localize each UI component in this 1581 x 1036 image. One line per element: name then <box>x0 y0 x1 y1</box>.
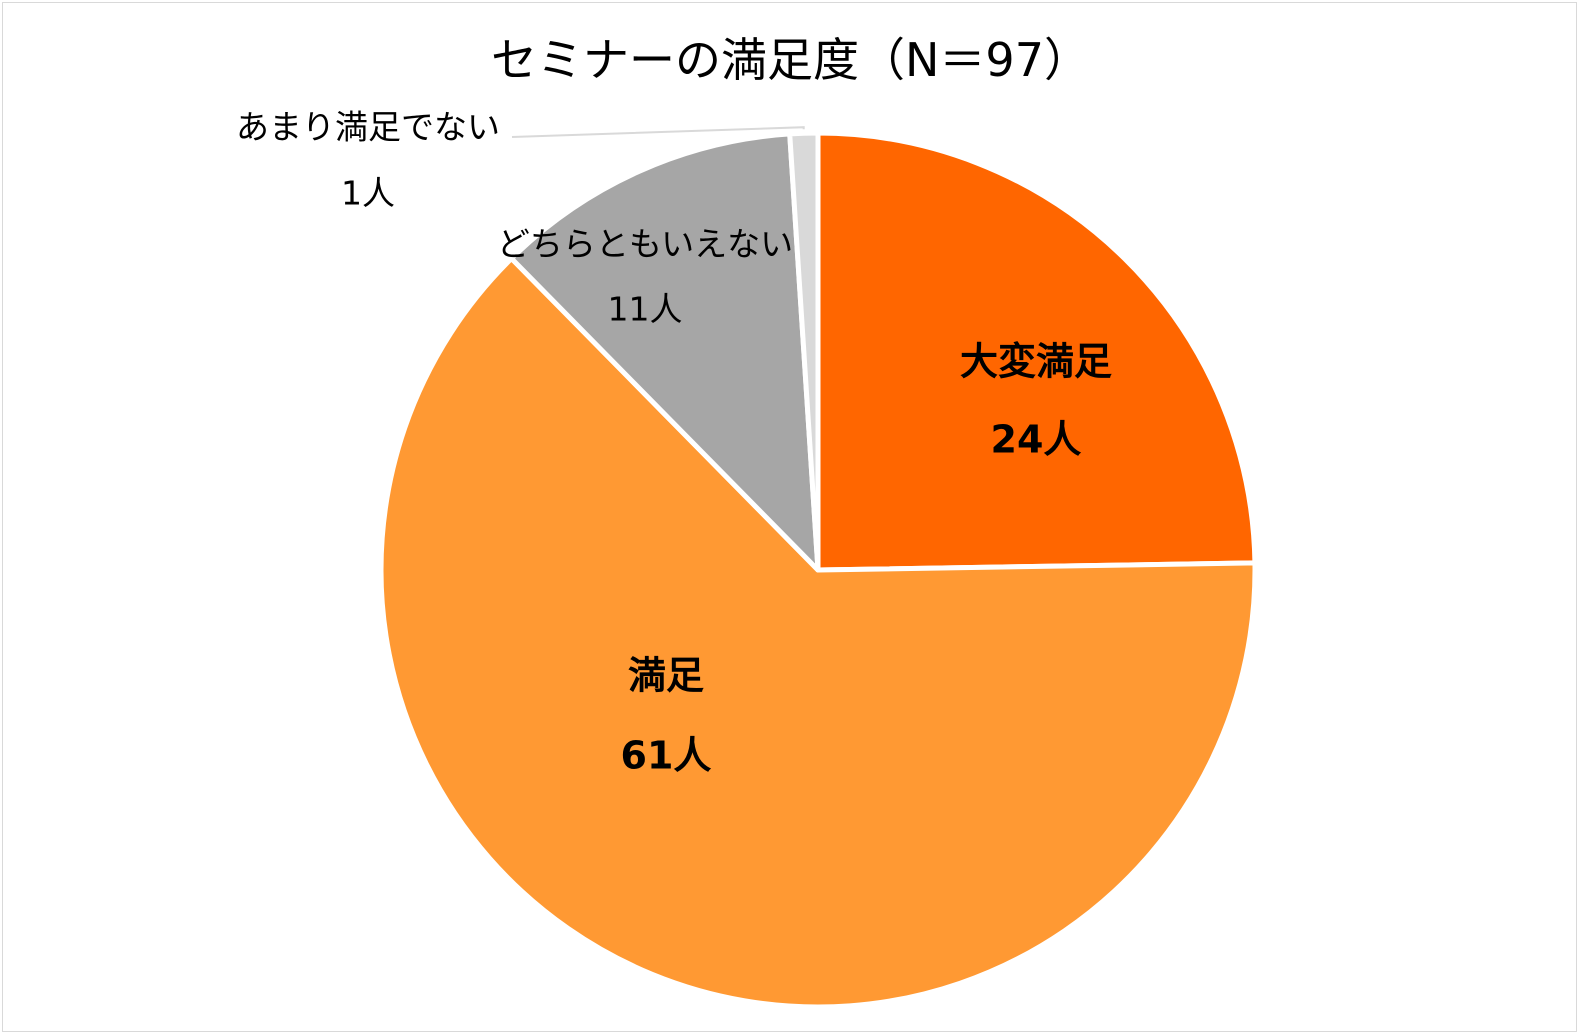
pie-slices <box>378 130 1258 1010</box>
slice-label-category-3: どちらともいえない <box>497 225 793 264</box>
slice-label-value-1: 24人 <box>991 418 1082 462</box>
slice-label-category-4: あまり満足でない <box>236 108 500 147</box>
leader-line <box>511 126 805 138</box>
slice-label-value-2: 61人 <box>621 734 712 778</box>
slice-label-value-4: 1人 <box>341 174 395 213</box>
leader-lines <box>511 126 805 138</box>
slice-label-value-3: 11人 <box>608 290 683 329</box>
slice-label-category-2: 満足 <box>628 654 704 698</box>
pie-slice-2 <box>378 256 1258 1010</box>
pie-slice-4 <box>787 130 821 573</box>
slice-label-category-1: 大変満足 <box>960 340 1112 384</box>
pie-slice-1 <box>815 130 1258 573</box>
pie-slice-3 <box>509 131 821 573</box>
chart-title: セミナーの満足度（N＝97） <box>491 33 1090 87</box>
